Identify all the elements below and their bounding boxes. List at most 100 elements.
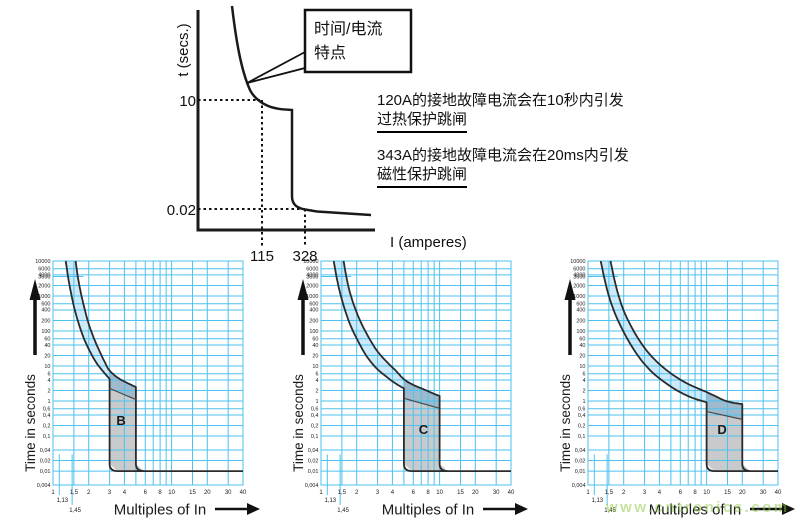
x-tick-label: 2: [622, 490, 626, 496]
trip-curve-chart-b: 10000 6000 4000 3600 2000 1000 600 400 200 100 60 4…: [8, 255, 270, 523]
y-tick-label: 0,6: [578, 407, 586, 413]
trip-curve-chart-d: 10000 6000 4000 3600 2000 1000 600 400 200 100 60 4…: [543, 255, 803, 523]
y-tick-label: 3600: [38, 274, 50, 280]
trip-curve-svg-B: 1000060004000360020001000600400200100604…: [23, 259, 260, 519]
y-tick-label: 100: [309, 329, 318, 335]
x-axis-title: Multiples of In: [114, 502, 207, 519]
annotation-thermal-line1: 120A的接地故障电流会在10秒内引发: [377, 92, 624, 109]
y-tick-label: 600: [41, 302, 50, 308]
y-tick-label: 0,02: [575, 458, 586, 464]
x-tick-label: 4: [123, 490, 127, 496]
y-tick-label: 600: [309, 302, 318, 308]
y-tick-label: 0,4: [311, 413, 319, 419]
y-tick-label: 0,004: [572, 483, 586, 489]
y-tick-label: 10: [44, 364, 50, 370]
annotation-magnetic-line2: 磁性保护跳闸: [377, 165, 468, 188]
up-arrowhead-icon: [29, 279, 41, 300]
y-axis-title: Time in seconds: [23, 374, 38, 472]
curve-letter-label: D: [717, 422, 726, 437]
y-tick-label: 2: [582, 388, 585, 394]
y-tick-label: 0,004: [305, 483, 319, 489]
y-tick-label: 0,04: [40, 448, 51, 454]
overlap-band: [706, 392, 743, 420]
y-tick-label: 60: [579, 337, 585, 343]
annotation-thermal: 120A的接地故障电流会在10秒内引发 过热保护跳闸: [377, 91, 624, 133]
x-tick-label: 1: [319, 490, 323, 496]
y-tick-label: 6: [47, 372, 50, 378]
x-tick-label: 15: [724, 490, 731, 496]
x-tick-label: 4: [391, 490, 395, 496]
y-tick-label: 2: [47, 388, 50, 394]
y-tick-label: 1: [315, 399, 318, 405]
y-tick-label: 2000: [38, 283, 50, 289]
right-arrowhead-icon: [515, 503, 528, 515]
trip-curve-svg-C: 1000060004000360020001000600400200100604…: [291, 259, 528, 519]
x-tick-label: 3: [643, 490, 647, 496]
annotation-thermal-line2: 过热保护跳闸: [377, 110, 468, 133]
callout-box: [303, 8, 413, 74]
x-tick-label: 10: [436, 490, 443, 496]
x-tick-label: 15: [457, 490, 464, 496]
y-tick-label: 1: [47, 399, 50, 405]
x-tick-label: 2: [355, 490, 359, 496]
x-tick-label: 40: [775, 490, 782, 496]
callout-line1: 时间/电流: [314, 20, 382, 38]
y-tick-label: 600: [576, 302, 585, 308]
x-tick-328: 328: [292, 248, 317, 262]
y-tick-label: 1: [582, 399, 585, 405]
x-tick-label: 30: [493, 490, 500, 496]
y-tick-label: 6000: [38, 267, 50, 273]
x-tick-label: 6: [144, 490, 148, 496]
y-tick-label: 4: [47, 378, 50, 384]
y-tick-label: 6: [315, 372, 318, 378]
y-tick-label: 0,004: [37, 483, 51, 489]
y-tick-label: 0,6: [43, 407, 51, 413]
y-tick-label: 40: [312, 343, 318, 349]
y-axis-title: Time in seconds: [558, 374, 573, 472]
max-trip-curve: [342, 260, 448, 472]
x-tick-label: 1,5: [338, 490, 347, 496]
y-tick-label: 0,2: [311, 423, 319, 429]
band-divider-line: [109, 387, 137, 401]
x-tick-label: 1: [51, 490, 55, 496]
callout-line2: 特点: [314, 44, 346, 62]
y-tick-label: 3600: [573, 274, 585, 280]
x-tick-label-113: 1,13: [56, 498, 68, 504]
annotation-magnetic: 343A的接地故障电流会在20ms内引发 磁性保护跳闸: [377, 146, 629, 188]
y-tick-label: 0,4: [43, 413, 51, 419]
x-tick-label: 15: [189, 490, 196, 496]
min-trip-curve: [332, 260, 412, 472]
y-tick-label: 0,2: [578, 423, 586, 429]
y-tick-label: 0,01: [40, 469, 51, 475]
watermark: www.cntronics.com: [606, 499, 790, 516]
y-tick-label: 40: [579, 343, 585, 349]
y-axis-title: Time in seconds: [291, 374, 306, 472]
x-tick-label: 20: [204, 490, 211, 496]
y-tick-label: 100: [576, 329, 585, 335]
y-tick-label: 0,6: [311, 407, 319, 413]
x-axis-title: Multiples of In: [649, 502, 742, 519]
x-tick-label: 20: [739, 490, 746, 496]
y-tick-label: 0,1: [43, 434, 51, 440]
y-tick-label: 10000: [303, 259, 318, 265]
y-tick-002: 0.02: [167, 202, 196, 219]
x-tick-label: 10: [168, 490, 175, 496]
y-tick-label: 200: [309, 318, 318, 324]
y-tick-label: 6: [582, 372, 585, 378]
y-tick-label: 1000: [306, 294, 318, 300]
y-tick-label: 4000: [38, 273, 50, 279]
y-tick-label: 0,01: [308, 469, 319, 475]
y-tick-label: 60: [44, 337, 50, 343]
trip-curve-chart-c: 10000 6000 4000 3600 2000 1000 600 400 200 100 60 4…: [276, 255, 538, 523]
y-tick-label: 3600: [306, 274, 318, 280]
y-tick-label: 0,01: [575, 469, 586, 475]
curve-letter-label: C: [419, 422, 429, 437]
min-trip-curve: [599, 260, 715, 472]
axis-labels: 1000060004000360020001000600400200100604…: [558, 259, 795, 519]
x-tick-label: 3: [376, 490, 380, 496]
y-tick-label: 400: [309, 308, 318, 314]
y-tick-label: 4000: [573, 273, 585, 279]
x-tick-label: 8: [158, 490, 162, 496]
axis-labels: 1000060004000360020001000600400200100604…: [291, 259, 528, 519]
x-tick-115: 115: [250, 248, 274, 262]
